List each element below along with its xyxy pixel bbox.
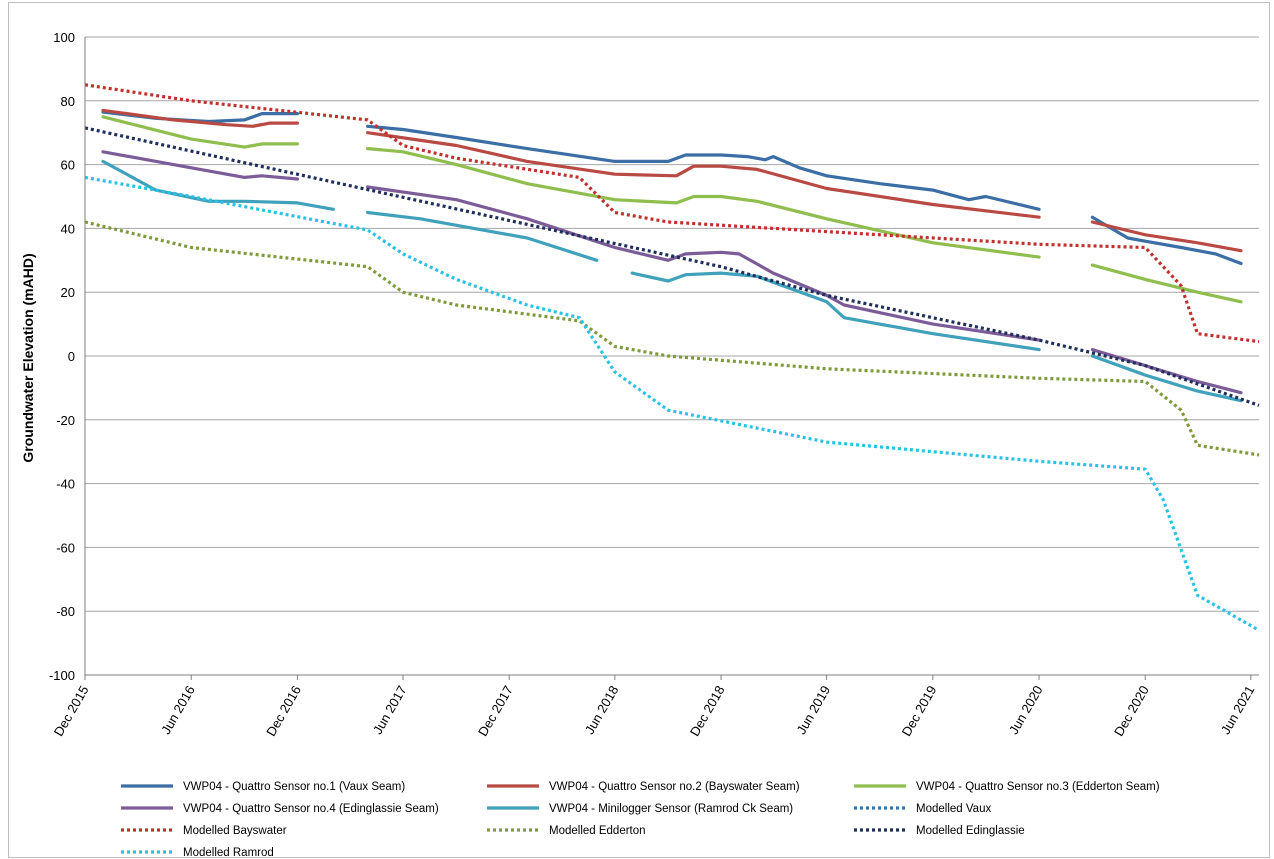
series-line bbox=[101, 115, 299, 149]
chart-frame: 100 80 60 40 20 0 -20 -40 -60 -80 -100 Dec 2015 Jun … bbox=[8, 2, 1270, 859]
series-line bbox=[84, 126, 1260, 407]
legend: VWP04 - Quattro Sensor no.1 (Vaux Seam) V… bbox=[121, 781, 1160, 859]
x-tick-label: Dec 2016 bbox=[263, 683, 304, 739]
series-lines bbox=[84, 83, 1260, 632]
legend-item: VWP04 - Quattro Sensor no.3 (Edderton Se… bbox=[854, 781, 1160, 793]
legend-item: VWP04 - Quattro Sensor no.2 (Bayswater S… bbox=[487, 781, 800, 793]
series-line bbox=[101, 159, 335, 211]
legend-item: VWP04 - Quattro Sensor no.1 (Vaux Seam) bbox=[121, 781, 405, 793]
legend-label: VWP04 - Minilogger Sensor (Ramrod Ck Sea… bbox=[549, 803, 793, 815]
x-tick-label: Jun 2016 bbox=[158, 683, 198, 737]
series-line bbox=[84, 175, 1260, 632]
series-line bbox=[366, 210, 599, 262]
gridlines bbox=[85, 36, 1259, 676]
series-line bbox=[630, 271, 1041, 352]
x-tick-label: Dec 2017 bbox=[475, 683, 516, 739]
legend-item: Modelled Bayswater bbox=[121, 825, 287, 837]
x-tick-label: Dec 2020 bbox=[1111, 683, 1152, 739]
series-6 bbox=[84, 83, 1260, 344]
x-tick-label: Dec 2015 bbox=[51, 683, 92, 739]
y-tick-label: -100 bbox=[49, 668, 75, 683]
series-8 bbox=[84, 126, 1260, 407]
x-tick-label: Jun 2020 bbox=[1006, 683, 1046, 737]
y-tick-label: -20 bbox=[56, 413, 75, 428]
series-line bbox=[366, 147, 1041, 259]
y-tick-label: 100 bbox=[53, 30, 75, 45]
legend-item: VWP04 - Quattro Sensor no.4 (Edinglassie… bbox=[121, 803, 439, 815]
legend-item: Modelled Edinglassie bbox=[854, 825, 1025, 837]
y-tick-label: -60 bbox=[56, 540, 75, 555]
legend-item: VWP04 - Minilogger Sensor (Ramrod Ck Sea… bbox=[487, 803, 793, 815]
legend-label: VWP04 - Quattro Sensor no.4 (Edinglassie… bbox=[183, 803, 439, 815]
series-2 bbox=[101, 115, 1243, 304]
legend-label: VWP04 - Quattro Sensor no.2 (Bayswater S… bbox=[549, 781, 800, 793]
legend-label: Modelled Bayswater bbox=[183, 825, 287, 837]
series-9 bbox=[84, 175, 1260, 632]
legend-label: VWP04 - Quattro Sensor no.3 (Edderton Se… bbox=[916, 781, 1160, 793]
legend-label: Modelled Ramrod bbox=[183, 847, 274, 859]
series-line bbox=[84, 83, 1260, 344]
series-line bbox=[101, 108, 299, 128]
series-line bbox=[366, 131, 1041, 219]
legend-label: Modelled Vaux bbox=[916, 803, 991, 815]
series-1 bbox=[101, 108, 1243, 253]
y-tick-label: 40 bbox=[61, 221, 75, 236]
legend-label: VWP04 - Quattro Sensor no.1 (Vaux Seam) bbox=[183, 781, 405, 793]
legend-label: Modelled Edderton bbox=[549, 825, 646, 837]
series-line bbox=[101, 150, 299, 181]
series-line bbox=[1090, 348, 1243, 395]
series-line bbox=[1090, 220, 1243, 253]
series-line bbox=[366, 124, 1041, 211]
series-3 bbox=[101, 150, 1243, 395]
legend-label: Modelled Edinglassie bbox=[916, 825, 1025, 837]
legend-item: Modelled Ramrod bbox=[121, 847, 274, 859]
series-line bbox=[1090, 263, 1243, 304]
y-tick-label: 20 bbox=[61, 285, 75, 300]
x-tick-label: Jun 2018 bbox=[582, 683, 622, 737]
legend-item: Modelled Edderton bbox=[487, 825, 646, 837]
x-tick-label: Dec 2019 bbox=[899, 683, 940, 739]
y-tick-label: 0 bbox=[68, 349, 75, 364]
series-line bbox=[1090, 354, 1243, 403]
legend-item: Modelled Vaux bbox=[854, 803, 991, 815]
y-tick-label: 60 bbox=[61, 158, 75, 173]
series-4 bbox=[101, 159, 1243, 403]
series-line bbox=[366, 185, 1041, 342]
series-line bbox=[1090, 215, 1243, 266]
x-tick-label: Dec 2018 bbox=[687, 683, 728, 739]
series-7 bbox=[84, 220, 1260, 457]
x-tick-label: Jun 2017 bbox=[370, 683, 410, 737]
x-tick-label: Jun 2019 bbox=[794, 683, 834, 737]
y-tick-label: -80 bbox=[56, 604, 75, 619]
y-axis-title: Groundwater Elevation (mAHD) bbox=[20, 253, 36, 462]
series-line bbox=[84, 220, 1260, 457]
y-tick-label: 80 bbox=[61, 94, 75, 109]
y-tick-label: -40 bbox=[56, 477, 75, 492]
series-0 bbox=[101, 110, 1243, 266]
x-tick-label: Jun 2021 bbox=[1218, 683, 1258, 737]
